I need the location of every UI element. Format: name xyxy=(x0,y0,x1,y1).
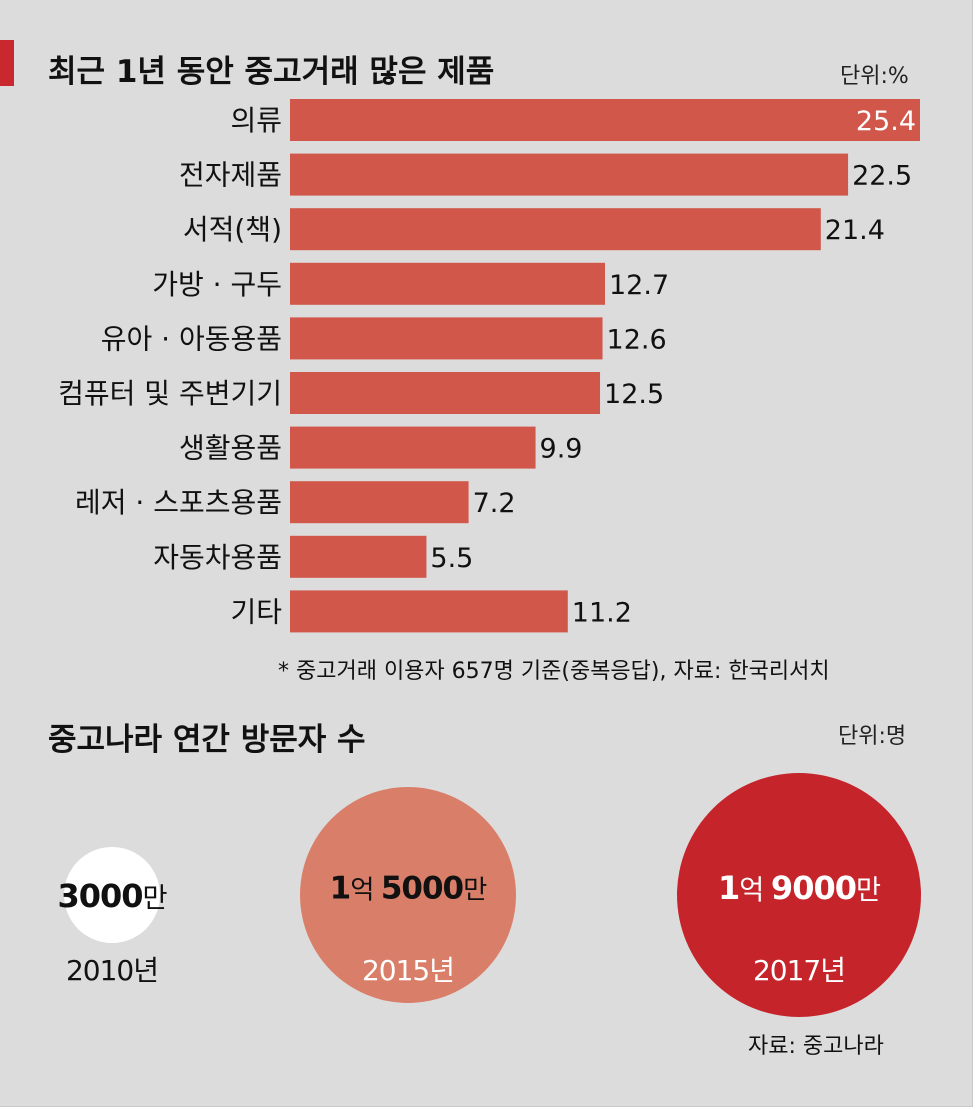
bar-category-label: 서적(책) xyxy=(183,213,282,246)
bar-value-label: 25.4 xyxy=(856,106,916,137)
bubble-value-label: 1억 5000만 xyxy=(330,868,487,907)
bar-value-label: 7.2 xyxy=(473,488,516,519)
bar-category-label: 컴퓨터 및 주변기기 xyxy=(58,377,282,410)
bubble-value-label: 1억 9000만 xyxy=(718,867,880,907)
bar xyxy=(290,372,600,414)
infographic-canvas: 최근 1년 동안 중고거래 많은 제품 단위:% 의류 25.4 전자제품 22.5 서… xyxy=(0,0,973,1107)
bar-category-label: 레저 · 스포츠용품 xyxy=(75,486,282,519)
bar xyxy=(290,154,848,196)
bar xyxy=(290,590,568,632)
bar-category-label: 가방 · 구두 xyxy=(152,268,282,301)
bubble-year-label: 2015년 xyxy=(362,949,454,989)
bubble-year-label: 2017년 xyxy=(753,949,845,989)
bar-value-label: 21.4 xyxy=(825,215,885,246)
visitors-unit: 단위:명 xyxy=(838,718,906,750)
chart-footnote: * 중고거래 이용자 657명 기준(중복응답), 자료: 한국리서치 xyxy=(278,653,830,685)
visitors-source: 자료: 중고나라 xyxy=(748,1028,884,1060)
bar-category-label: 자동차용품 xyxy=(153,541,282,574)
bar-chart: 의류 25.4 전자제품 22.5 서적(책) 21.4 가방 · 구두 12.7 유아 · 아… xyxy=(0,0,972,700)
bar-value-label: 12.7 xyxy=(609,270,669,301)
bar-category-label: 유아 · 아동용품 xyxy=(101,322,282,355)
bar-category-label: 생활용품 xyxy=(179,432,282,465)
bar-category-label: 기타 xyxy=(230,595,282,628)
bubble-year-label: 2010년 xyxy=(66,949,158,989)
bar xyxy=(290,263,605,305)
bar xyxy=(290,99,920,141)
bar-category-label: 전자제품 xyxy=(179,159,282,192)
bar-value-label: 11.2 xyxy=(572,597,632,628)
bar-value-label: 22.5 xyxy=(852,161,912,192)
bubble-value-label: 3000만 xyxy=(57,875,166,915)
bar xyxy=(290,317,603,359)
bar xyxy=(290,536,426,578)
bar xyxy=(290,427,536,469)
bar-value-label: 12.6 xyxy=(607,324,667,355)
bar-value-label: 5.5 xyxy=(430,543,473,574)
visitors-title: 중고나라 연간 방문자 수 xyxy=(48,714,366,759)
bar-value-label: 12.5 xyxy=(604,379,664,410)
bar xyxy=(290,208,821,250)
bar-value-label: 9.9 xyxy=(540,434,583,465)
bar-category-label: 의류 xyxy=(230,104,282,137)
bar xyxy=(290,481,469,523)
